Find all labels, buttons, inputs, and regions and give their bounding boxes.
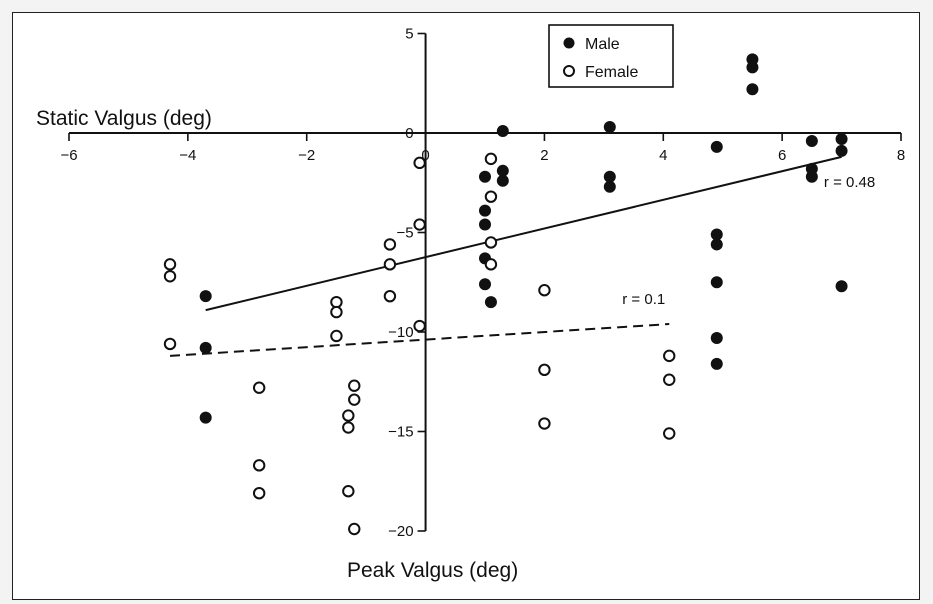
female-point <box>413 156 426 170</box>
x-tick-label: −2 <box>298 147 315 164</box>
legend: Male Female <box>548 24 674 88</box>
y-axis-ticks: 5 0 −5 −10 −15 −20 <box>388 26 426 540</box>
male-point <box>746 83 759 96</box>
y-axis-title: Static Valgus (deg) <box>36 107 212 130</box>
x-tick-label: −4 <box>179 147 196 164</box>
female-point <box>663 373 676 386</box>
female-point <box>663 349 676 363</box>
female-point <box>252 486 266 500</box>
scatter-plot: −6 −4 −2 0 2 4 6 8 50−5−10−15−20 r = 0.48r = 0.… <box>36 24 905 582</box>
male-point <box>479 204 491 217</box>
male-point <box>710 357 723 370</box>
female-point <box>413 319 426 333</box>
male-point <box>603 180 616 193</box>
female-point <box>342 485 355 498</box>
female-point <box>538 417 551 430</box>
male-point <box>710 140 723 153</box>
female-point <box>342 421 355 434</box>
x-tick-label: −6 <box>60 147 77 164</box>
y-tick-label: −15 <box>388 424 413 441</box>
female-point <box>252 459 266 472</box>
male-point <box>496 164 509 177</box>
female-point <box>163 337 177 351</box>
x-tick-label: 6 <box>778 147 786 164</box>
fit-lines <box>169 155 842 357</box>
male-point <box>710 228 723 241</box>
male-point <box>710 331 723 344</box>
female-point <box>484 152 498 166</box>
female-point <box>484 258 498 271</box>
male-point <box>199 411 212 424</box>
x-tick-label: 4 <box>659 147 667 164</box>
female-point <box>330 295 343 309</box>
female-point <box>342 409 355 422</box>
male-point <box>710 238 723 251</box>
female-point <box>383 238 397 251</box>
axes <box>69 33 901 531</box>
male-point <box>484 296 497 309</box>
legend-female-marker <box>563 65 575 77</box>
male-point <box>805 134 818 147</box>
female-point <box>484 190 498 203</box>
x-tick-label: 8 <box>897 147 905 164</box>
female-point <box>252 381 266 394</box>
female-fit-line <box>169 323 670 357</box>
female-point <box>348 522 361 536</box>
male-point <box>835 144 848 157</box>
x-tick-label: 0 <box>421 147 429 164</box>
male-point <box>496 174 509 187</box>
female-point <box>163 258 177 271</box>
y-tick-label: −5 <box>396 225 413 242</box>
female-point <box>383 258 397 271</box>
female-point <box>348 379 361 392</box>
male-point <box>835 280 848 293</box>
male-r-annotation: r = 0.48 <box>824 174 875 191</box>
male-point <box>199 341 212 354</box>
male-point <box>805 170 818 183</box>
y-tick-label: −10 <box>388 324 413 341</box>
female-point <box>330 305 343 319</box>
data-points <box>163 53 848 536</box>
male-fit-line <box>205 155 842 312</box>
male-point <box>479 278 491 291</box>
male-point <box>835 132 848 145</box>
legend-male-marker <box>563 37 575 49</box>
x-axis-ticks: −6 −4 −2 0 2 4 6 8 <box>60 133 905 164</box>
female-point <box>538 284 551 297</box>
fit-annotations: r = 0.48 r = 0.1 <box>622 174 875 308</box>
x-tick-label: 2 <box>540 147 548 164</box>
female-point <box>348 393 361 406</box>
male-point <box>603 121 616 134</box>
figure-frame: −6 −4 −2 0 2 4 6 8 5 0 −5 −10 −15 −20 r = 0.48 r = 0.… <box>12 12 920 600</box>
female-point <box>330 329 343 343</box>
female-point <box>383 289 397 303</box>
female-point <box>484 236 498 249</box>
x-axis-title: Peak Valgus (deg) <box>347 559 518 582</box>
male-point <box>479 170 491 183</box>
y-tick-label: 0 <box>405 125 413 142</box>
female-point <box>538 363 551 377</box>
male-point <box>710 276 723 289</box>
female-point <box>663 427 676 440</box>
male-point <box>199 290 212 303</box>
male-point <box>496 125 509 138</box>
legend-female-label: Female <box>585 64 638 81</box>
male-point <box>603 170 616 183</box>
male-point <box>746 61 759 74</box>
female-point <box>413 218 426 231</box>
y-tick-label: 5 <box>405 26 413 43</box>
female-r-annotation: r = 0.1 <box>622 291 665 308</box>
y-tick-label: −20 <box>388 523 413 540</box>
female-point <box>163 270 177 283</box>
legend-male-label: Male <box>585 36 620 53</box>
male-point <box>479 218 491 231</box>
